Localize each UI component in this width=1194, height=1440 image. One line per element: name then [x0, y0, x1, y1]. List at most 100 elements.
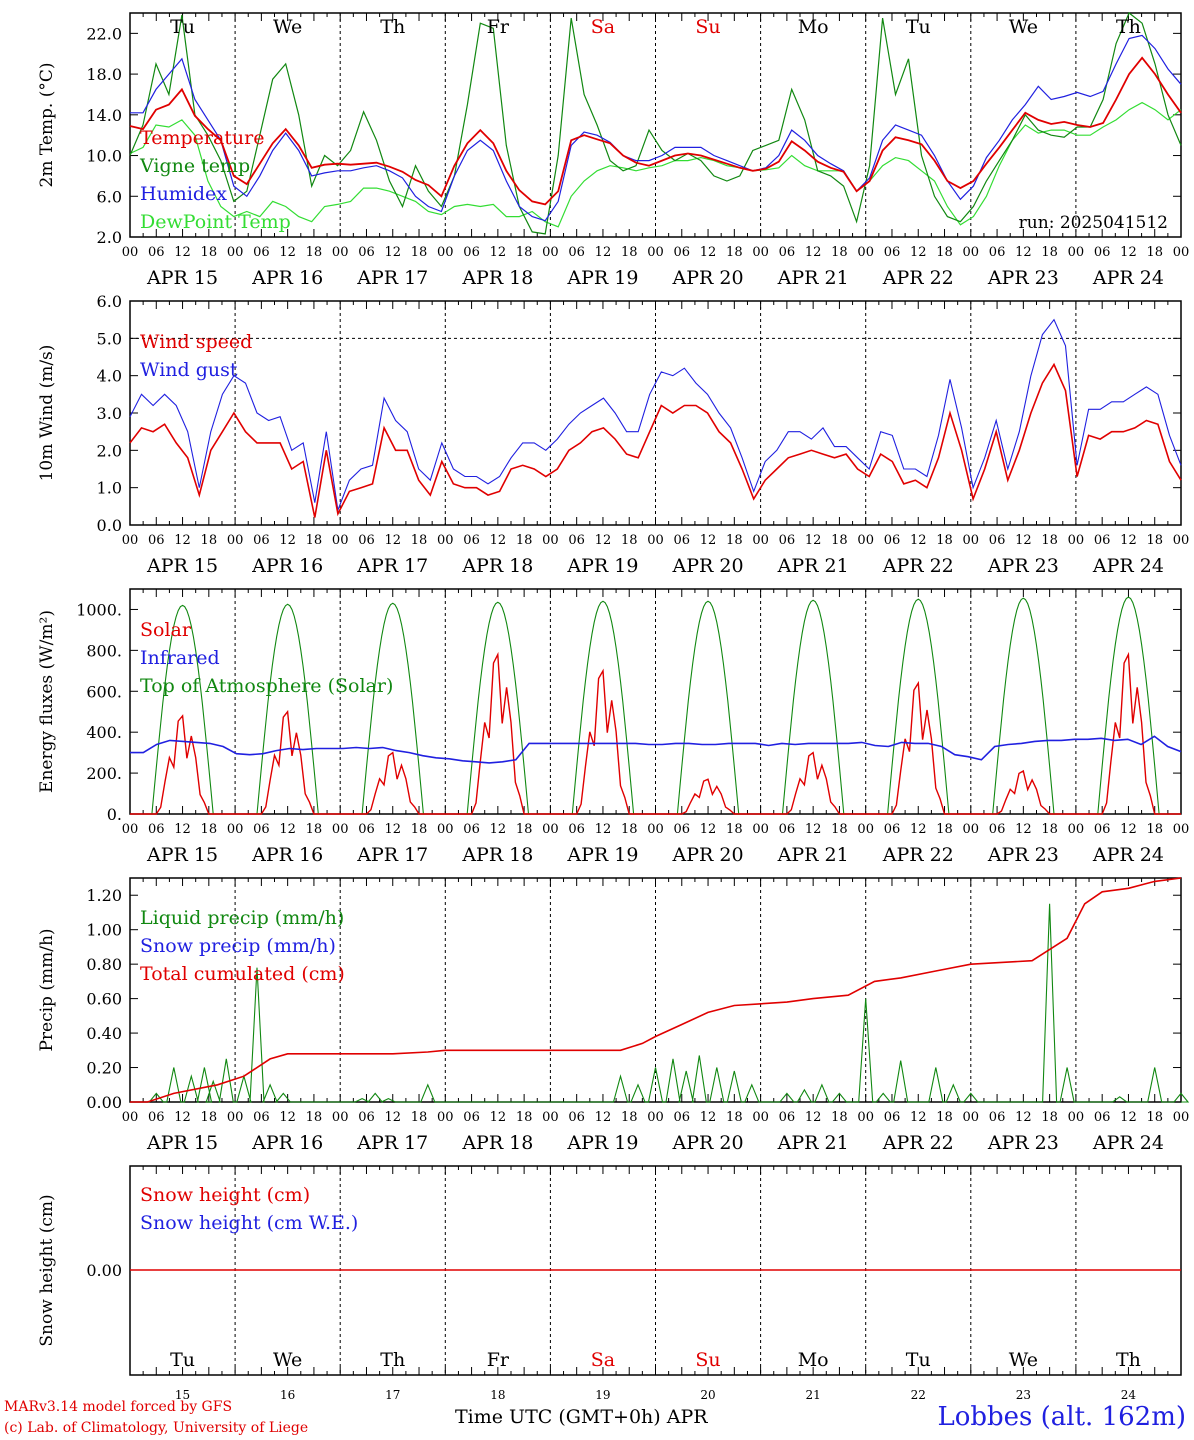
- date-label: APR 15: [146, 267, 218, 289]
- series-liquid-precip: [130, 903, 1190, 1103]
- hour-tick-label: 00: [227, 533, 244, 548]
- hour-tick-label: 12: [384, 533, 401, 548]
- series-total-cumulated: [130, 877, 1182, 1103]
- hour-tick-label: 18: [831, 245, 848, 260]
- weekday-label: Th: [1116, 16, 1141, 38]
- hour-tick-label: 18: [306, 245, 323, 260]
- hour-tick-label: 06: [568, 533, 585, 548]
- y-axis-label: Precip (mm/h): [37, 928, 57, 1051]
- hour-tick-label: 00: [647, 822, 664, 837]
- hour-tick-label: 00: [122, 533, 139, 548]
- series-wind-speed: [129, 362, 1182, 518]
- date-label: APR 20: [672, 267, 744, 289]
- run-annotation: run: 2025041512: [1019, 213, 1168, 233]
- date-label: APR 23: [987, 555, 1059, 577]
- y-tick-label: 1000.: [76, 600, 122, 619]
- hour-tick-label: 18: [201, 533, 218, 548]
- day-number-label: 23: [1016, 1388, 1031, 1402]
- date-label: APR 19: [566, 267, 638, 289]
- hour-tick-label: 12: [700, 533, 717, 548]
- legend-vigne-temp: Vigne temp: [139, 155, 250, 177]
- legend-snow-height-cm-: Snow height (cm): [140, 1184, 310, 1206]
- hour-tick-label: 00: [857, 1110, 874, 1125]
- day-number-label: 16: [280, 1388, 295, 1402]
- hour-tick-label: 06: [779, 822, 796, 837]
- date-label: APR 21: [777, 267, 849, 289]
- hour-tick-label: 12: [595, 533, 612, 548]
- weekday-label: Th: [1116, 1349, 1141, 1371]
- hour-tick-label: 12: [279, 1110, 296, 1125]
- date-label: APR 18: [461, 1132, 533, 1154]
- y-tick-label: 200.: [86, 764, 122, 783]
- hour-tick-label: 00: [963, 822, 980, 837]
- hour-tick-label: 00: [227, 822, 244, 837]
- date-label: APR 21: [777, 555, 849, 577]
- y-tick-label: 5.0: [97, 329, 122, 348]
- hour-tick-label: 12: [490, 245, 507, 260]
- hour-tick-label: 12: [490, 533, 507, 548]
- hour-tick-label: 18: [411, 1110, 428, 1125]
- hour-tick-label: 06: [779, 1110, 796, 1125]
- y-tick-label: 2.0: [97, 228, 122, 247]
- hour-tick-label: 18: [936, 533, 953, 548]
- legend-wind-speed: Wind speed: [140, 331, 252, 353]
- hour-tick-label: 12: [595, 822, 612, 837]
- hour-tick-label: 00: [542, 533, 559, 548]
- hour-tick-label: 06: [148, 533, 165, 548]
- hour-tick-label: 18: [936, 822, 953, 837]
- hour-tick-label: 18: [1041, 1110, 1058, 1125]
- date-label: APR 19: [566, 1132, 638, 1154]
- hour-tick-label: 00: [542, 245, 559, 260]
- date-label: APR 20: [672, 844, 744, 866]
- date-label: APR 15: [146, 1132, 218, 1154]
- hour-tick-label: 18: [516, 533, 533, 548]
- hour-tick-label: 12: [910, 245, 927, 260]
- y-tick-label: 0.40: [86, 1024, 122, 1043]
- day-number-label: 20: [700, 1388, 715, 1402]
- hour-tick-label: 18: [411, 245, 428, 260]
- legend-wind-gust: Wind gust: [140, 359, 238, 381]
- hour-tick-label: 00: [647, 533, 664, 548]
- weekday-label: We: [273, 1349, 302, 1371]
- hour-tick-label: 06: [779, 245, 796, 260]
- date-label: APR 22: [882, 267, 954, 289]
- date-label: APR 24: [1092, 267, 1164, 289]
- series-dewpoint-temp: [129, 101, 1182, 228]
- day-number-label: 24: [1121, 1388, 1137, 1402]
- legend-total-cumulated-cm-: Total cumulated (cm): [140, 963, 345, 985]
- hour-tick-label: 12: [910, 1110, 927, 1125]
- hour-tick-label: 18: [1146, 533, 1163, 548]
- date-label: APR 17: [356, 1132, 428, 1154]
- hour-tick-label: 12: [805, 1110, 822, 1125]
- hour-tick-label: 06: [568, 822, 585, 837]
- hour-tick-label: 00: [857, 822, 874, 837]
- hour-tick-label: 00: [1173, 1110, 1190, 1125]
- date-label: APR 17: [356, 267, 428, 289]
- hour-tick-label: 00: [122, 822, 139, 837]
- hour-tick-label: 12: [805, 245, 822, 260]
- hour-tick-label: 06: [463, 1110, 480, 1125]
- date-label: APR 21: [777, 844, 849, 866]
- hour-tick-label: 18: [516, 245, 533, 260]
- lab-credit: (c) Lab. of Climatology, University of L…: [4, 1420, 309, 1436]
- date-label: APR 18: [461, 844, 533, 866]
- day-number-label: 15: [175, 1388, 190, 1402]
- hour-tick-label: 00: [752, 533, 769, 548]
- hour-tick-label: 06: [358, 822, 375, 837]
- hour-tick-label: 06: [148, 822, 165, 837]
- hour-tick-label: 12: [279, 533, 296, 548]
- hour-tick-label: 00: [1068, 533, 1085, 548]
- hour-tick-label: 12: [1120, 245, 1137, 260]
- series-temperature: [129, 56, 1182, 206]
- hour-tick-label: 12: [1015, 822, 1032, 837]
- hour-tick-label: 00: [963, 533, 980, 548]
- hour-tick-label: 06: [779, 533, 796, 548]
- hour-tick-label: 06: [358, 533, 375, 548]
- date-label: APR 16: [251, 844, 323, 866]
- date-label: APR 24: [1092, 1132, 1164, 1154]
- hour-tick-label: 00: [1068, 822, 1085, 837]
- weekday-label: Su: [695, 16, 720, 38]
- weekday-label: Fr: [487, 16, 510, 38]
- hour-tick-label: 00: [752, 1110, 769, 1125]
- hour-tick-label: 06: [884, 245, 901, 260]
